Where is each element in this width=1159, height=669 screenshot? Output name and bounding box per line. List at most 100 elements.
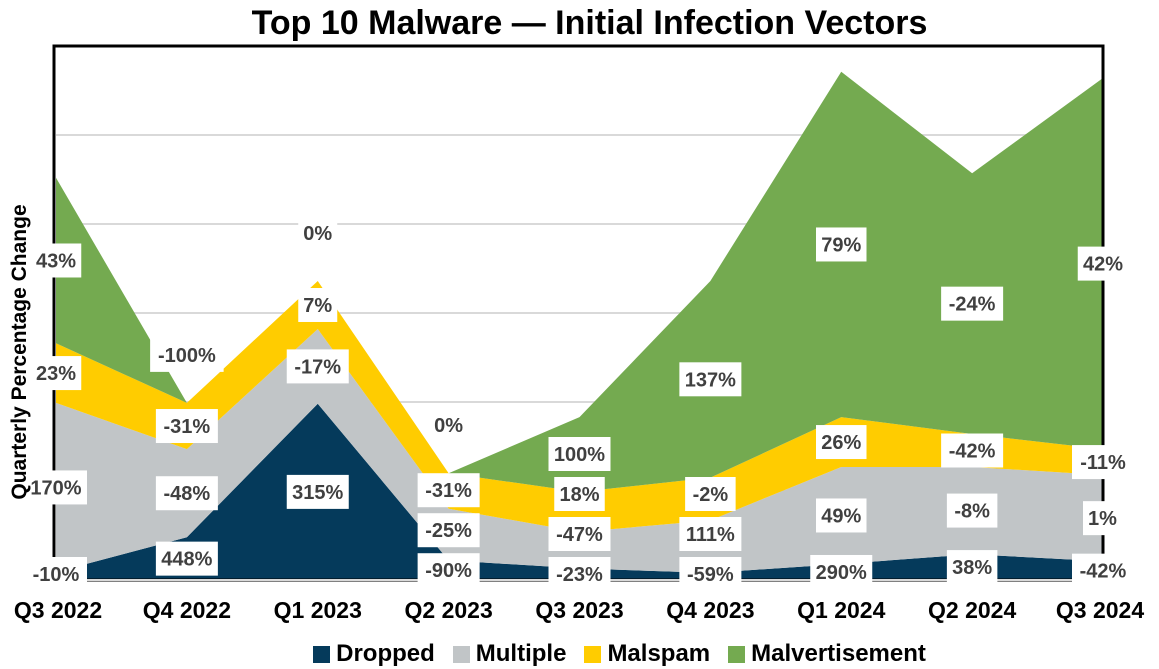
data-label-dropped: 315% <box>292 482 343 504</box>
data-label-box <box>810 554 873 589</box>
data-label-dropped: -90% <box>425 560 472 582</box>
x-tick-label: Q3 2024 <box>1056 597 1144 623</box>
data-label-malvertisement: 42% <box>1083 254 1123 276</box>
legend-label: Malspam <box>607 640 711 667</box>
data-label-multiple: -8% <box>954 501 990 523</box>
data-label-box <box>155 541 218 576</box>
data-label-box <box>286 349 349 384</box>
legend-label: Multiple <box>475 640 567 667</box>
data-label-malspam: -31% <box>425 480 472 502</box>
data-label-box <box>417 513 480 548</box>
data-label-box <box>286 474 349 509</box>
data-label-box <box>25 557 87 591</box>
data-label-malspam: -2% <box>693 484 729 506</box>
legend: Dropped Multiple Malspam Malvertisement <box>0 640 1159 668</box>
data-label-box <box>1083 501 1122 536</box>
data-label-box <box>679 557 742 591</box>
data-label-box <box>155 476 218 511</box>
data-label-box <box>554 477 605 511</box>
data-label-multiple: -25% <box>425 520 472 542</box>
data-label-malvertisement: 79% <box>821 234 861 256</box>
legend-swatch <box>313 645 331 663</box>
data-label-dropped: 38% <box>952 557 992 579</box>
data-label-multiple: -47% <box>556 524 603 546</box>
data-label-box <box>816 498 867 533</box>
data-label-box <box>941 286 1004 321</box>
data-label-malvertisement: -24% <box>949 294 996 316</box>
data-label-box <box>155 409 218 444</box>
legend-label: Malvertisement <box>751 640 926 667</box>
data-label-box <box>816 227 867 262</box>
data-label-malvertisement: 100% <box>554 444 605 466</box>
x-tick-label: Q1 2023 <box>274 597 362 623</box>
data-label-multiple: -17% <box>294 356 341 378</box>
data-label-dropped: 448% <box>161 549 212 571</box>
legend-item-dropped: Dropped <box>313 640 435 668</box>
data-label-box <box>679 517 742 551</box>
data-label-box <box>150 337 224 372</box>
data-label-malvertisement: 43% <box>36 250 76 272</box>
data-label-box <box>429 408 469 443</box>
data-label-multiple: 49% <box>821 505 861 527</box>
area-dropped <box>56 403 1103 580</box>
data-label-multiple: -48% <box>164 483 211 505</box>
data-label-dropped: -10% <box>33 564 80 586</box>
data-label-box <box>1072 445 1134 480</box>
y-axis-label: Quarterly Percentage Change <box>8 204 31 500</box>
data-label-malspam: -42% <box>949 441 996 463</box>
data-label-box <box>679 362 742 397</box>
data-label-malvertisement: -100% <box>158 345 216 367</box>
data-label-multiple: 111% <box>686 524 735 546</box>
x-tick-label: Q2 2024 <box>928 597 1016 623</box>
data-label-multiple: 170% <box>30 477 81 499</box>
data-label-box <box>30 243 82 278</box>
data-label-dropped: -42% <box>1080 561 1127 583</box>
data-label-box <box>816 425 867 460</box>
data-label-malspam: -11% <box>1080 452 1126 474</box>
data-label-box <box>25 470 87 505</box>
data-label-malspam: 18% <box>559 484 599 506</box>
x-tick-label: Q4 2022 <box>143 597 231 623</box>
data-label-malspam: 23% <box>36 363 76 385</box>
legend-item-malvertisement: Malvertisement <box>728 640 926 668</box>
data-label-box <box>946 493 998 528</box>
data-label-box <box>946 550 998 585</box>
data-label-box <box>941 433 1004 468</box>
data-label-malvertisement: 0% <box>303 223 332 245</box>
x-tick-label: Q2 2023 <box>405 597 493 623</box>
data-label-box <box>548 517 611 551</box>
x-tick-label: Q4 2023 <box>666 597 754 623</box>
data-label-box <box>548 437 611 471</box>
legend-item-multiple: Multiple <box>452 640 567 668</box>
data-label-box <box>417 553 480 588</box>
data-label-malspam: -31% <box>164 416 211 438</box>
data-label-box <box>548 557 611 591</box>
legend-swatch <box>452 645 470 663</box>
data-label-malvertisement: 137% <box>685 369 736 391</box>
data-label-malspam: 26% <box>821 432 861 454</box>
data-label-malvertisement: 0% <box>434 415 463 437</box>
data-label-dropped: -23% <box>556 564 603 586</box>
data-label-box <box>1072 553 1134 588</box>
data-label-dropped: -59% <box>687 564 734 586</box>
x-tick-label: Q1 2024 <box>797 597 885 623</box>
data-label-box <box>685 477 736 511</box>
chart-title-text: Top 10 Malware — Initial Infection Vecto… <box>245 4 934 42</box>
area-malvertisement <box>56 71 1103 492</box>
legend-label: Dropped <box>336 640 435 667</box>
data-label-malspam: 7% <box>303 295 332 317</box>
legend-item-malspam: Malspam <box>584 640 710 668</box>
data-label-box <box>1077 246 1129 281</box>
x-tick-label: Q3 2022 <box>14 597 102 623</box>
data-label-box <box>298 215 338 250</box>
data-label-box <box>30 356 82 391</box>
chart-title: Top 10 Malware — Initial Infection Vecto… <box>0 4 1159 43</box>
data-label-box <box>298 287 338 322</box>
x-tick-label: Q3 2023 <box>535 597 623 623</box>
legend-swatch <box>728 645 746 663</box>
data-label-box <box>417 473 480 508</box>
data-label-multiple: 1% <box>1088 508 1117 530</box>
legend-swatch <box>584 645 602 663</box>
